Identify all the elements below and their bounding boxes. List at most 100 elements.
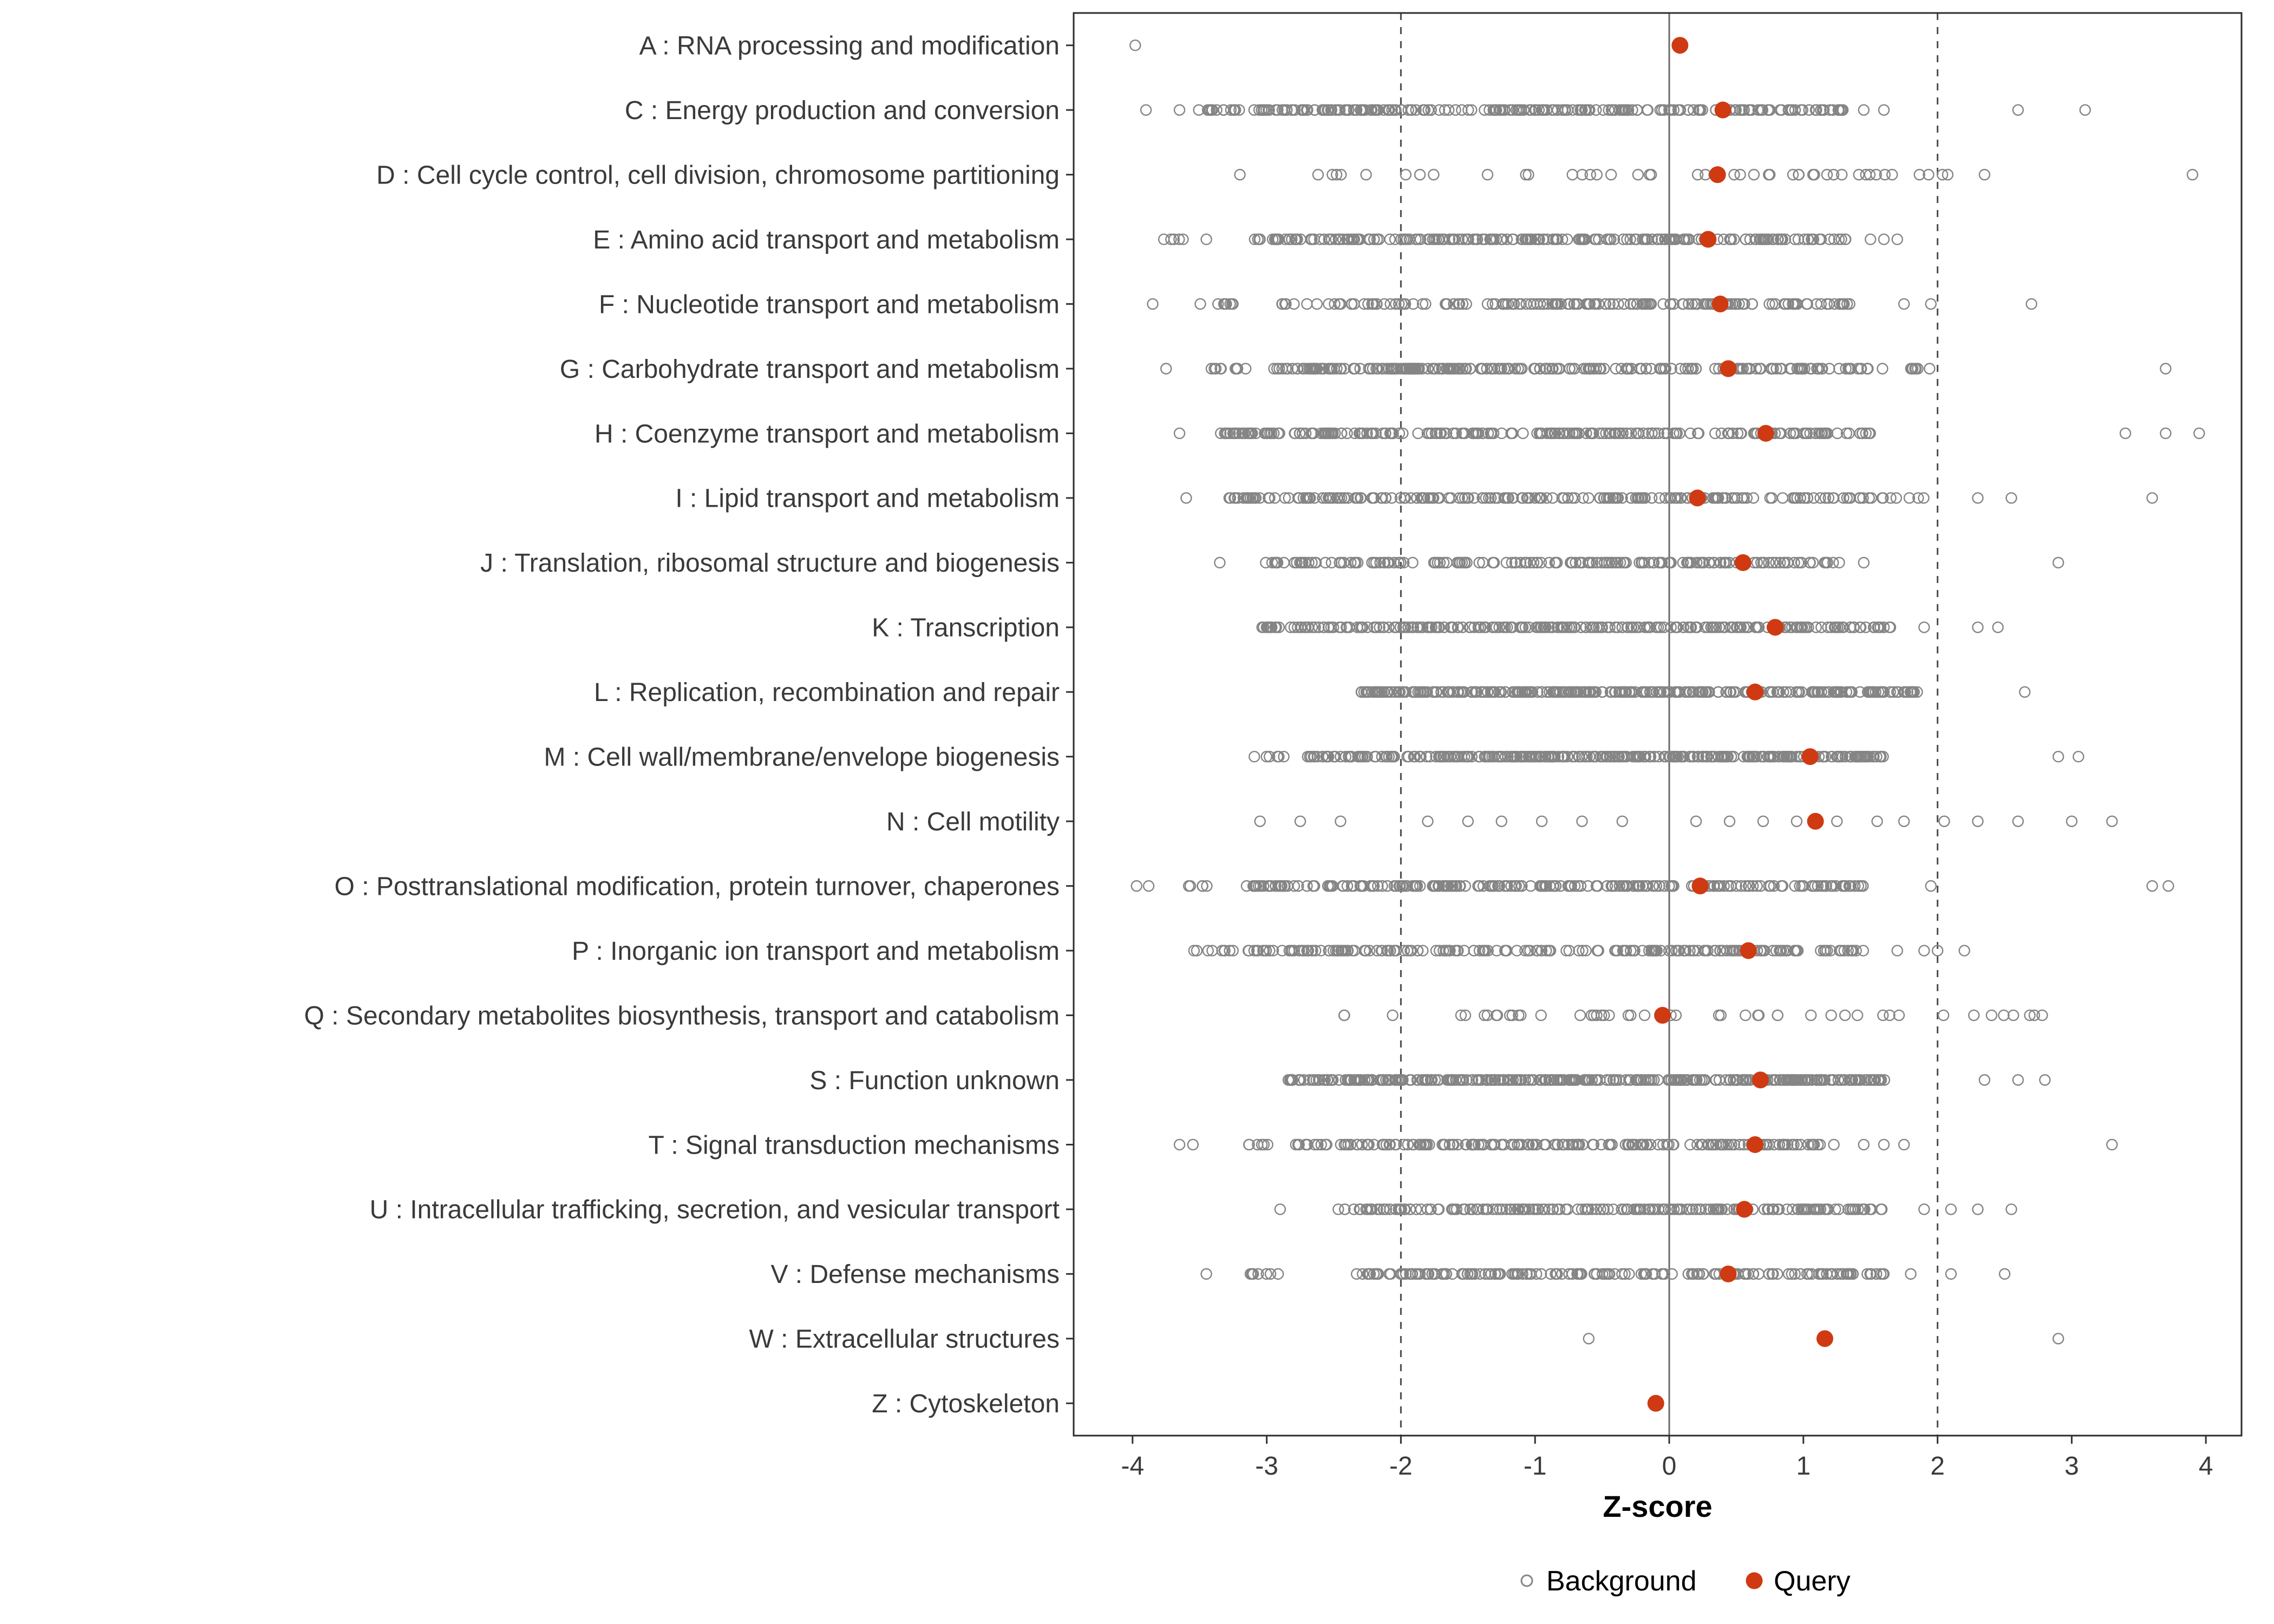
background-point bbox=[1795, 1138, 1807, 1151]
background-point bbox=[1677, 556, 1689, 569]
background-point bbox=[1860, 621, 1872, 633]
background-point bbox=[1593, 492, 1606, 504]
background-point bbox=[1381, 945, 1393, 957]
background-point bbox=[1323, 298, 1335, 310]
background-point bbox=[1471, 1203, 1483, 1215]
background-point bbox=[1810, 621, 1822, 633]
query-point bbox=[1757, 424, 1774, 442]
background-point bbox=[1471, 233, 1484, 245]
background-point bbox=[1624, 298, 1637, 310]
background-point bbox=[1687, 686, 1700, 698]
background-point bbox=[1173, 104, 1186, 116]
background-point bbox=[1807, 1138, 1819, 1151]
background-point bbox=[1723, 815, 1736, 827]
background-point bbox=[1774, 945, 1786, 957]
background-point bbox=[2106, 815, 2118, 827]
background-point bbox=[1565, 880, 1577, 892]
background-point bbox=[1224, 945, 1236, 957]
background-point bbox=[1404, 1268, 1416, 1280]
background-point bbox=[1701, 751, 1714, 763]
background-point bbox=[1525, 298, 1537, 310]
background-point bbox=[1423, 427, 1435, 440]
background-point bbox=[1384, 945, 1396, 957]
background-point bbox=[1931, 945, 1944, 957]
background-point bbox=[1972, 492, 1984, 504]
background-point bbox=[1668, 751, 1680, 763]
background-point bbox=[1582, 880, 1594, 892]
background-point bbox=[1356, 104, 1368, 116]
background-point bbox=[1289, 556, 1301, 569]
background-point bbox=[1507, 104, 1519, 116]
background-point bbox=[1663, 1074, 1676, 1086]
background-point bbox=[1861, 1268, 1873, 1280]
background-point bbox=[1557, 1138, 1569, 1151]
background-point bbox=[1420, 298, 1432, 310]
background-point bbox=[1173, 233, 1185, 245]
background-point bbox=[1408, 686, 1420, 698]
background-point bbox=[1459, 880, 1472, 892]
background-point bbox=[1580, 945, 1592, 957]
background-point bbox=[1365, 104, 1377, 116]
background-point bbox=[1348, 1203, 1360, 1215]
background-point bbox=[1669, 1074, 1681, 1086]
background-point bbox=[1361, 1138, 1373, 1151]
background-point bbox=[1872, 686, 1885, 698]
background-point bbox=[1345, 556, 1357, 569]
background-point bbox=[1296, 945, 1308, 957]
background-point bbox=[1309, 621, 1321, 633]
background-point bbox=[1351, 492, 1363, 504]
background-point bbox=[1260, 751, 1272, 763]
background-point bbox=[1767, 1203, 1779, 1215]
background-point bbox=[1751, 880, 1763, 892]
background-point bbox=[1626, 1138, 1638, 1151]
background-point bbox=[1331, 492, 1343, 504]
background-point bbox=[2193, 427, 2205, 440]
background-point bbox=[1575, 104, 1587, 116]
background-point bbox=[1584, 427, 1597, 440]
background-point bbox=[1430, 621, 1442, 633]
background-point bbox=[1793, 363, 1805, 375]
background-point bbox=[1422, 104, 1434, 116]
background-point bbox=[1789, 233, 1801, 245]
background-point bbox=[1864, 233, 1877, 245]
background-point bbox=[1867, 686, 1880, 698]
background-point bbox=[1532, 1203, 1544, 1215]
query-point bbox=[1720, 360, 1737, 377]
background-point bbox=[1446, 1074, 1459, 1086]
background-point bbox=[1472, 1074, 1485, 1086]
background-point bbox=[1871, 751, 1883, 763]
background-point bbox=[1686, 298, 1698, 310]
background-point bbox=[1643, 621, 1656, 633]
background-point bbox=[1479, 621, 1492, 633]
background-point bbox=[1534, 492, 1546, 504]
background-point bbox=[1233, 104, 1245, 116]
background-point bbox=[1437, 945, 1449, 957]
background-point bbox=[1591, 1009, 1603, 1021]
background-point bbox=[1696, 1074, 1708, 1086]
background-point bbox=[1642, 104, 1654, 116]
background-point bbox=[1325, 556, 1338, 569]
background-point bbox=[1551, 104, 1564, 116]
background-point bbox=[1813, 1268, 1825, 1280]
background-point bbox=[1335, 168, 1347, 181]
background-point bbox=[1858, 1138, 1870, 1151]
background-point bbox=[1847, 1268, 1859, 1280]
background-point bbox=[1550, 556, 1561, 569]
background-point bbox=[1646, 1268, 1658, 1280]
background-point bbox=[1288, 298, 1300, 310]
background-point bbox=[1491, 1203, 1503, 1215]
background-point bbox=[1806, 1074, 1818, 1086]
background-point bbox=[1599, 1268, 1611, 1280]
background-point bbox=[1683, 298, 1695, 310]
background-point bbox=[1645, 168, 1657, 181]
background-point bbox=[1606, 751, 1619, 763]
background-point bbox=[1330, 233, 1342, 245]
background-point bbox=[1497, 1074, 1509, 1086]
background-point bbox=[1477, 492, 1489, 504]
background-point bbox=[1406, 363, 1418, 375]
background-point bbox=[1835, 298, 1848, 310]
background-point bbox=[1515, 1138, 1527, 1151]
background-point bbox=[1270, 880, 1282, 892]
background-point bbox=[1450, 1203, 1463, 1215]
background-point bbox=[1347, 945, 1358, 957]
